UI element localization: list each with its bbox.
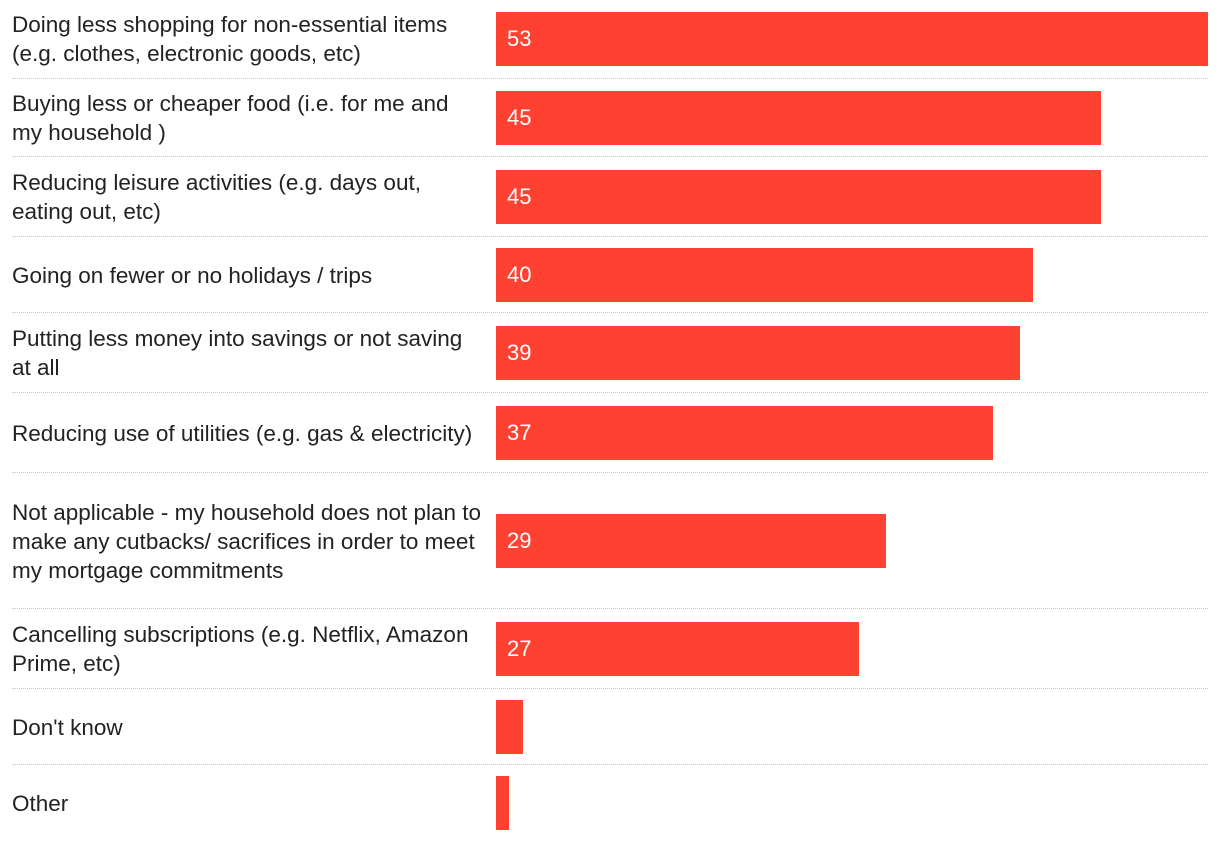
- category-label: Putting less money into savings or not s…: [12, 326, 463, 380]
- value-label: 45: [507, 184, 532, 209]
- chart-row: Buying less or cheaper food (i.e. for me…: [0, 80, 1220, 158]
- row-divider: [12, 608, 1208, 609]
- chart-row: Other: [0, 766, 1220, 842]
- row-divider: [12, 312, 1208, 313]
- value-label: 37: [507, 420, 532, 445]
- bar: [496, 12, 1208, 66]
- value-label: 40: [507, 262, 532, 287]
- bar: [496, 700, 523, 754]
- chart-row: Cancelling subscriptions (e.g. Netflix, …: [0, 610, 1220, 690]
- category-label: Other: [12, 790, 69, 816]
- value-label: 53: [507, 26, 532, 51]
- chart-row: Going on fewer or no holidays / trips 40: [0, 238, 1220, 314]
- bar: [496, 406, 993, 460]
- category-label: Cancelling subscriptions (e.g. Netflix, …: [12, 622, 469, 676]
- value-label: 27: [507, 636, 532, 661]
- value-label: 29: [507, 528, 532, 553]
- bar: [496, 326, 1020, 380]
- row-divider: [12, 472, 1208, 473]
- chart-row: Reducing use of utilities (e.g. gas & el…: [0, 394, 1220, 474]
- row-divider: [12, 764, 1208, 765]
- chart-row: Doing less shopping for non-essential it…: [0, 0, 1220, 80]
- bar: [496, 170, 1101, 224]
- category-label: Buying less or cheaper food (i.e. for me…: [12, 91, 449, 145]
- category-label: Reducing use of utilities (e.g. gas & el…: [12, 420, 473, 446]
- bar: [496, 622, 859, 676]
- bar: [496, 776, 509, 830]
- category-label: Don't know: [12, 714, 123, 740]
- row-divider: [12, 392, 1208, 393]
- row-divider: [12, 236, 1208, 237]
- row-divider: [12, 78, 1208, 79]
- bar: [496, 514, 886, 568]
- bar: [496, 248, 1033, 302]
- chart-row: Not applicable - my household does not p…: [0, 474, 1220, 610]
- value-label: 39: [507, 340, 532, 365]
- category-label: Reducing leisure activities (e.g. days o…: [12, 170, 421, 224]
- bar: [496, 91, 1101, 145]
- category-label: Going on fewer or no holidays / trips: [12, 262, 373, 288]
- category-label: Not applicable - my household does not p…: [12, 499, 482, 583]
- row-divider: [12, 688, 1208, 689]
- row-divider: [12, 156, 1208, 157]
- chart-row: Reducing leisure activities (e.g. days o…: [0, 158, 1220, 238]
- chart-row: Don't know: [0, 690, 1220, 766]
- chart-row: Putting less money into savings or not s…: [0, 314, 1220, 394]
- category-label: Doing less shopping for non-essential it…: [12, 12, 448, 66]
- value-label: 45: [507, 105, 532, 130]
